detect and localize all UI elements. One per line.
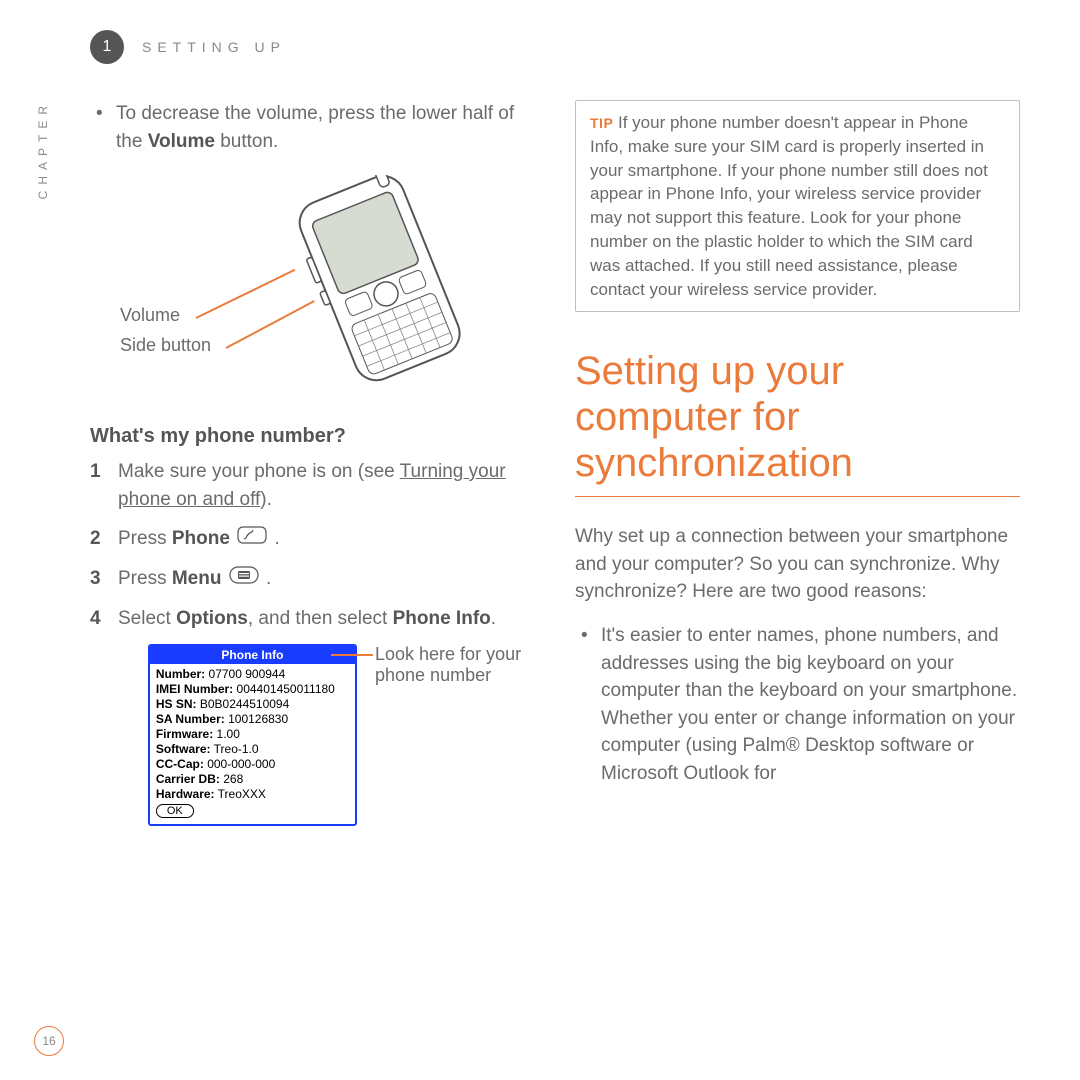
info-row-hssn: HS SN: B0B0244510094 bbox=[156, 697, 349, 711]
steps-list: Make sure your phone is on (see Turning … bbox=[90, 458, 535, 632]
menu-key-icon bbox=[229, 565, 259, 593]
bold-text: Options bbox=[176, 608, 248, 629]
dialog-body: Number: 07700 900944 IMEI Number: 004401… bbox=[150, 664, 355, 824]
intro-paragraph: Why set up a connection between your sma… bbox=[575, 523, 1020, 606]
text: Press bbox=[118, 528, 172, 549]
smartphone-icon bbox=[255, 175, 495, 385]
step-4: Select Options, and then select Phone In… bbox=[90, 605, 535, 633]
page-number: 16 bbox=[34, 1026, 64, 1056]
info-row-hardware: Hardware: TreoXXX bbox=[156, 787, 349, 801]
label: HS SN: bbox=[156, 697, 197, 711]
label: Carrier DB: bbox=[156, 772, 220, 786]
tip-text: If your phone number doesn't appear in P… bbox=[590, 113, 988, 299]
label: SA Number: bbox=[156, 712, 225, 726]
text: , and then select bbox=[248, 608, 393, 629]
text: Make sure your phone is on (see bbox=[118, 461, 400, 482]
info-row-software: Software: Treo-1.0 bbox=[156, 742, 349, 756]
text: Select bbox=[118, 608, 176, 629]
value: 268 bbox=[223, 772, 243, 786]
reason-1: It's easier to enter names, phone number… bbox=[575, 622, 1020, 787]
section-heading: Setting up your computer for synchroniza… bbox=[575, 348, 1020, 486]
tip-box: TIP If your phone number doesn't appear … bbox=[575, 100, 1020, 312]
bold-text: Volume bbox=[148, 131, 215, 152]
volume-decrease-item: To decrease the volume, press the lower … bbox=[90, 100, 535, 155]
info-row-cccap: CC-Cap: 000-000-000 bbox=[156, 757, 349, 771]
left-column: To decrease the volume, press the lower … bbox=[90, 100, 535, 826]
callout-text: Look here for your phone number bbox=[375, 644, 521, 685]
callout-line bbox=[331, 654, 373, 656]
chapter-title: SETTING UP bbox=[142, 39, 286, 55]
value: B0B0244510094 bbox=[200, 697, 289, 711]
subheading-phone-number: What's my phone number? bbox=[90, 425, 535, 448]
value: Treo-1.0 bbox=[214, 742, 259, 756]
right-column: TIP If your phone number doesn't appear … bbox=[575, 100, 1020, 826]
ok-button[interactable]: OK bbox=[156, 804, 194, 818]
value: 000-000-000 bbox=[207, 757, 275, 771]
value: 07700 900944 bbox=[209, 667, 286, 681]
info-row-sa: SA Number: 100126830 bbox=[156, 712, 349, 726]
label: CC-Cap: bbox=[156, 757, 204, 771]
info-row-firmware: Firmware: 1.00 bbox=[156, 727, 349, 741]
label: Hardware: bbox=[156, 787, 215, 801]
label: Firmware: bbox=[156, 727, 213, 741]
text: . bbox=[261, 568, 272, 589]
value: TreoXXX bbox=[218, 787, 266, 801]
text: . bbox=[491, 608, 496, 629]
label: IMEI Number: bbox=[156, 682, 233, 696]
phone-number-callout: Look here for your phone number bbox=[375, 644, 535, 686]
tip-label: TIP bbox=[590, 115, 613, 131]
chapter-number-badge: 1 bbox=[90, 30, 124, 64]
dialog-title: Phone Info bbox=[150, 646, 355, 664]
page-root: 1 SETTING UP CHAPTER To decrease the vol… bbox=[0, 0, 1080, 1080]
bold-text: Phone bbox=[172, 528, 230, 549]
step-3: Press Menu . bbox=[90, 565, 535, 593]
callout-volume: Volume bbox=[120, 305, 180, 326]
volume-bullet-list: To decrease the volume, press the lower … bbox=[90, 100, 535, 155]
value: 004401450011180 bbox=[237, 682, 335, 696]
page-header: 1 SETTING UP bbox=[90, 30, 1020, 64]
step-2: Press Phone . bbox=[90, 525, 535, 553]
phone-key-icon bbox=[237, 525, 267, 553]
text: . bbox=[269, 528, 280, 549]
reasons-list: It's easier to enter names, phone number… bbox=[575, 622, 1020, 787]
label: Software: bbox=[156, 742, 211, 756]
info-row-carrier: Carrier DB: 268 bbox=[156, 772, 349, 786]
callout-side-button: Side button bbox=[120, 335, 211, 356]
text: button. bbox=[215, 131, 278, 152]
device-illustration bbox=[255, 175, 495, 385]
step-1: Make sure your phone is on (see Turning … bbox=[90, 458, 535, 513]
phone-info-group: Phone Info Number: 07700 900944 IMEI Num… bbox=[90, 644, 535, 826]
value: 100126830 bbox=[228, 712, 288, 726]
chapter-side-label: CHAPTER bbox=[36, 100, 50, 199]
section-rule bbox=[575, 496, 1020, 497]
bold-text: Phone Info bbox=[393, 608, 491, 629]
text: ). bbox=[260, 489, 272, 510]
bold-text: Menu bbox=[172, 568, 222, 589]
label: Number: bbox=[156, 667, 205, 681]
text: It's easier to enter names, phone number… bbox=[601, 625, 1017, 784]
text: Press bbox=[118, 568, 172, 589]
device-diagram: Volume Side button bbox=[90, 165, 535, 405]
columns: To decrease the volume, press the lower … bbox=[90, 100, 1020, 826]
phone-info-dialog: Phone Info Number: 07700 900944 IMEI Num… bbox=[148, 644, 357, 826]
value: 1.00 bbox=[217, 727, 240, 741]
info-row-imei: IMEI Number: 004401450011180 bbox=[156, 682, 349, 696]
info-row-number: Number: 07700 900944 bbox=[156, 667, 349, 681]
